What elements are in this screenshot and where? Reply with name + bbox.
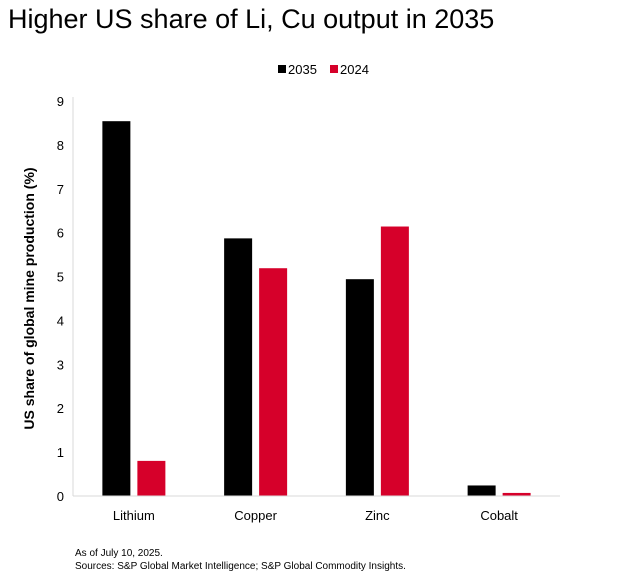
y-tick-label: 0: [57, 489, 64, 504]
legend-label-2024: 2024: [340, 62, 369, 77]
x-tick-label: Lithium: [113, 508, 155, 523]
y-tick-label: 7: [57, 182, 64, 197]
bar-cobalt-2035: [467, 485, 496, 496]
y-tick-label: 5: [57, 270, 64, 285]
as-of-note: As of July 10, 2025.: [75, 548, 163, 559]
bar-copper-2035: [224, 238, 253, 496]
y-tick-label: 9: [57, 94, 64, 109]
y-tick-label: 6: [57, 226, 64, 241]
x-tick-label: Cobalt: [480, 508, 518, 523]
bar-lithium-2024: [137, 460, 166, 496]
bar-zinc-2035: [345, 279, 374, 496]
y-axis-label: US share of global mine production (%): [21, 167, 37, 429]
y-tick-label: 8: [57, 138, 64, 153]
chart-title: Higher US share of Li, Cu output in 2035: [8, 4, 495, 34]
y-tick-label: 3: [57, 357, 64, 372]
sources-note: Sources: S&P Global Market Intelligence;…: [75, 561, 406, 572]
bar-copper-2024: [259, 268, 288, 496]
legend-swatch-2035: [278, 65, 286, 73]
y-tick-label: 4: [57, 313, 64, 328]
bar-lithium-2035: [102, 121, 131, 496]
x-tick-label: Copper: [234, 508, 277, 523]
bar-zinc-2024: [380, 226, 409, 496]
x-tick-label: Zinc: [365, 508, 390, 523]
y-tick-label: 2: [57, 401, 64, 416]
bar-cobalt-2024: [502, 492, 531, 496]
legend-swatch-2024: [330, 65, 338, 73]
legend-label-2035: 2035: [288, 62, 317, 77]
y-tick-label: 1: [57, 445, 64, 460]
